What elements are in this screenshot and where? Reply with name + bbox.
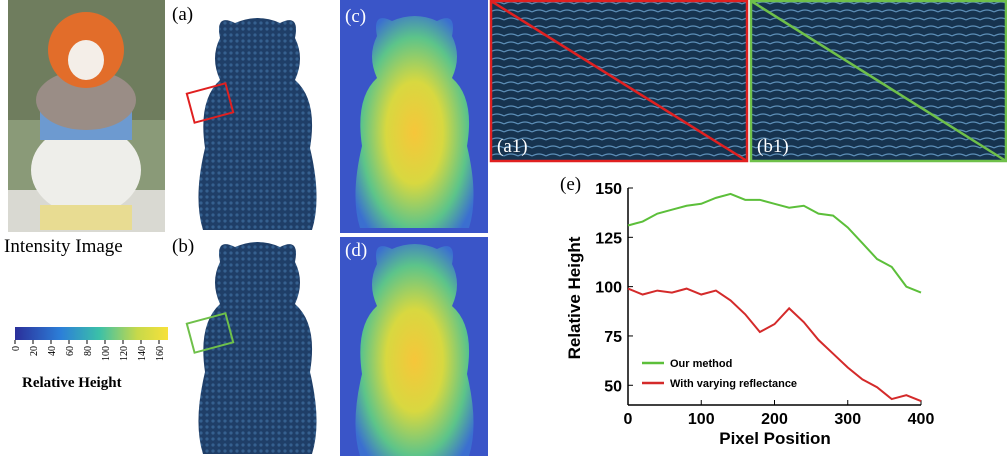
y-tick-label: 50 — [604, 378, 622, 395]
colorbar-tick-label: 120 — [119, 346, 130, 361]
panel-label: (a) — [172, 4, 193, 25]
panel-label: (e) — [560, 174, 581, 195]
panel-label: (b) — [172, 236, 194, 257]
colorbar — [15, 327, 168, 340]
reconstruction — [198, 18, 316, 230]
figure: Intensity Image (a) (b) (c) (d) (a1) (b1… — [0, 0, 1007, 458]
y-tick-label: 100 — [595, 280, 622, 297]
colorbar-title: Relative Height — [22, 375, 122, 391]
panel-label: (d) — [345, 240, 367, 261]
reconstruction — [198, 242, 316, 454]
heatmap — [355, 16, 473, 228]
panel-label: (c) — [345, 6, 366, 27]
y-tick-label: 150 — [595, 181, 622, 198]
colorbar-tick-label: 40 — [47, 346, 58, 356]
colorbar-tick-label: 140 — [137, 346, 148, 361]
heatmap — [355, 244, 473, 456]
y-tick-label: 75 — [604, 329, 622, 346]
colorbar-tick-label: 160 — [155, 346, 166, 361]
panel-label: (a1) — [497, 136, 528, 157]
x-tick-label: 0 — [624, 411, 633, 428]
legend-label: Our method — [670, 358, 732, 370]
caption: Intensity Image — [4, 236, 123, 257]
colorbar-tick-label: 80 — [83, 346, 94, 356]
y-axis-title: Relative Height — [565, 236, 584, 359]
panel-label: (b1) — [757, 136, 789, 157]
colorbar-tick-label: 60 — [65, 346, 76, 356]
x-axis-title: Pixel Position — [719, 429, 830, 448]
x-tick-label: 100 — [688, 411, 715, 428]
colorbar-tick-label: 0 — [11, 346, 22, 351]
colorbar-tick-label: 100 — [101, 346, 112, 361]
legend-label: With varying reflectance — [670, 378, 797, 390]
y-tick-label: 125 — [595, 230, 622, 247]
x-tick-label: 200 — [761, 411, 788, 428]
photo — [8, 0, 165, 232]
colorbar-tick-label: 20 — [29, 346, 40, 356]
x-tick-label: 300 — [834, 411, 861, 428]
x-tick-label: 400 — [908, 411, 935, 428]
line — [628, 194, 921, 293]
